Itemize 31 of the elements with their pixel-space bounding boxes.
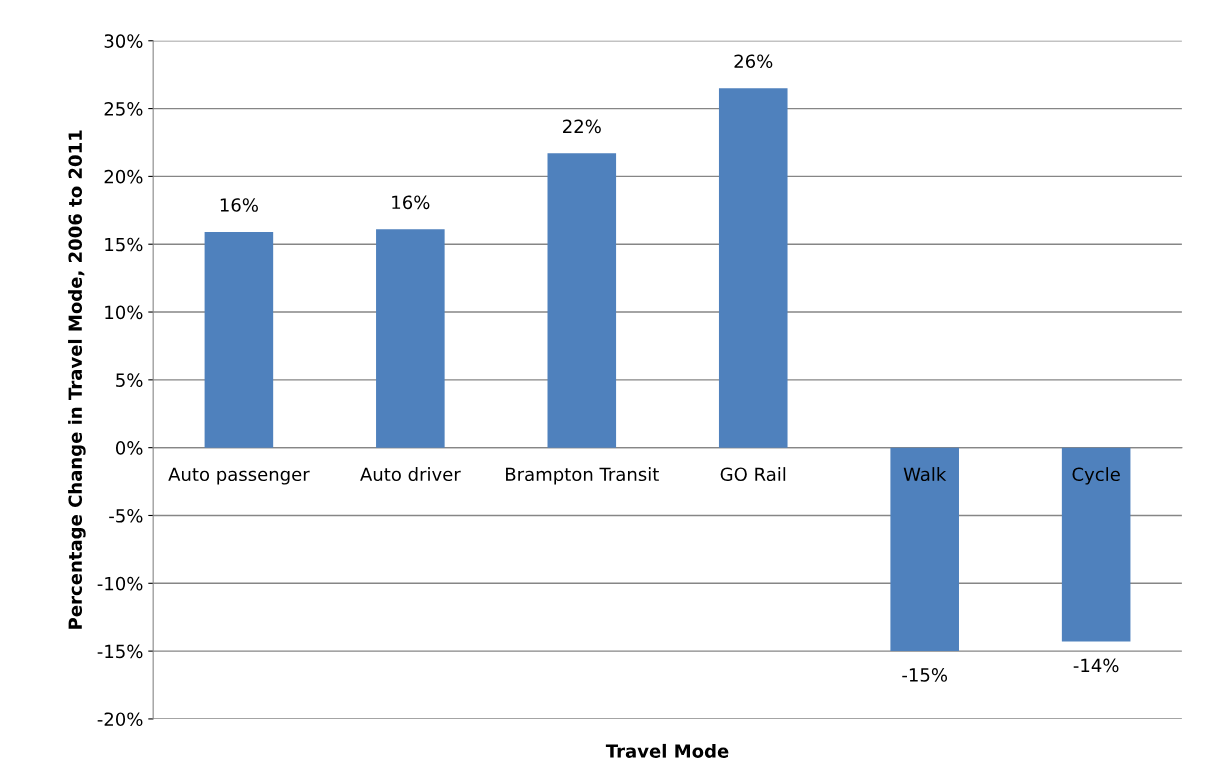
x-tick-label: Auto passenger [168, 467, 310, 485]
y-tick-label: 5% [116, 373, 143, 387]
x-tick-label: GO Rail [720, 467, 786, 482]
data-label: 26% [734, 54, 773, 69]
bar [890, 447, 959, 652]
y-tick-label: 20% [104, 169, 143, 184]
bar [376, 229, 445, 448]
y-tick-label: -10% [97, 576, 143, 591]
x-tick-label: Brampton Transit [506, 467, 659, 485]
x-axis-title: Travel Mode [605, 743, 729, 758]
y-axis-title: Percentage Change in Travel Mode, 2006 to 2011 [68, 130, 86, 629]
data-label: -14% [1073, 658, 1119, 673]
x-tick-label: Cycle [1072, 467, 1120, 485]
data-label: -15% [902, 668, 948, 682]
y-tick-label: 15% [105, 237, 143, 252]
y-tick-label: -20% [97, 712, 143, 727]
x-tick-label: Walk [903, 467, 947, 482]
data-label: 16% [392, 195, 430, 210]
bar [1061, 447, 1131, 642]
x-tick-label: Auto driver [360, 467, 461, 482]
bar [718, 88, 788, 448]
y-tick-label: -15% [97, 644, 143, 659]
y-tick-label: 10% [105, 305, 143, 320]
bar [204, 232, 274, 448]
bar [547, 153, 617, 448]
y-tick-label: 0% [115, 441, 143, 455]
data-label: 22% [563, 119, 601, 134]
y-tick-label: 30% [104, 34, 143, 48]
data-label: 16% [220, 198, 258, 212]
y-tick-label: 25% [104, 102, 143, 116]
y-tick-label: -5% [109, 508, 143, 523]
